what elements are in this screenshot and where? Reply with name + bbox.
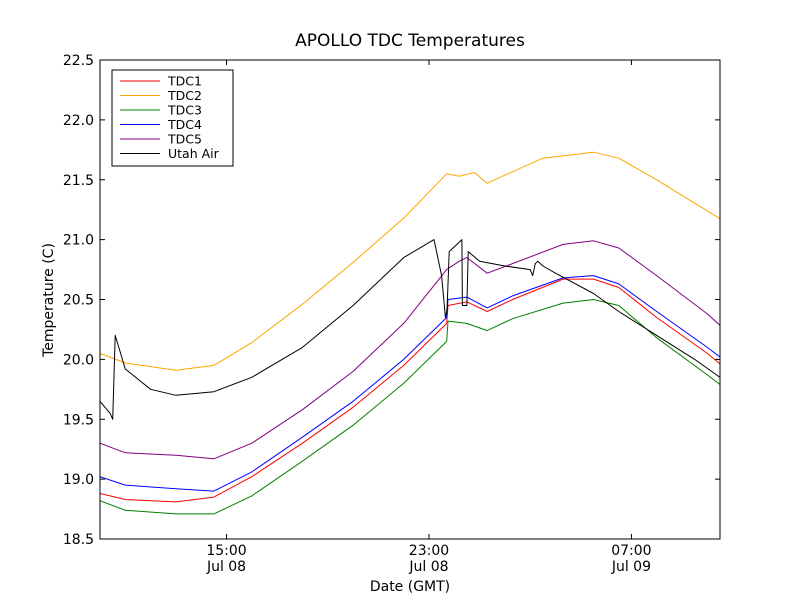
- series-line-tdc4: [100, 275, 720, 492]
- x-tick-label-time: 15:00: [206, 543, 246, 559]
- y-tick-label: 19.5: [63, 412, 94, 428]
- series-line-tdc3: [100, 299, 720, 515]
- legend-label-tdc1: TDC1: [167, 74, 202, 89]
- x-tick-label-time: 07:00: [611, 543, 651, 559]
- x-axis-label: Date (GMT): [370, 579, 450, 595]
- x-tick-label-date: Jul 08: [408, 559, 448, 575]
- y-axis: 18.5 19.0 19.5 20.0 20.5 21.0 21.5 22.0 22.5: [63, 53, 720, 548]
- y-axis-label: Temperature (C): [41, 243, 57, 358]
- y-tick-label: 18.5: [63, 532, 94, 548]
- series-line-tdc2: [100, 151, 720, 371]
- x-tick-label-date: Jul 09: [611, 559, 651, 575]
- x-tick-label-date: Jul 08: [206, 559, 246, 575]
- y-tick-label: 21.5: [63, 173, 94, 189]
- y-tick-label: 20.0: [63, 352, 94, 368]
- series-line-tdc5: [100, 240, 720, 460]
- series-line-utah-air: [100, 239, 720, 420]
- legend-frame: [111, 69, 234, 167]
- y-tick-label: 19.0: [63, 472, 94, 488]
- y-tick-label: 22.5: [63, 53, 94, 69]
- legend-label-tdc3: TDC3: [167, 103, 202, 118]
- legend-label-tdc2: TDC2: [167, 88, 202, 103]
- legend-label-utah-air: Utah Air: [168, 146, 220, 161]
- legend-label-tdc5: TDC5: [167, 132, 202, 147]
- x-tick-label-time: 23:00: [409, 543, 449, 559]
- y-tick-label: 20.5: [63, 293, 94, 309]
- legend-label-tdc4: TDC4: [167, 117, 202, 132]
- y-tick-label: 21.0: [63, 233, 94, 249]
- series-layer: [100, 151, 720, 515]
- chart-title: APOLLO TDC Temperatures: [295, 31, 525, 51]
- y-tick-label: 22.0: [63, 113, 94, 129]
- series-line-tdc1: [100, 278, 720, 503]
